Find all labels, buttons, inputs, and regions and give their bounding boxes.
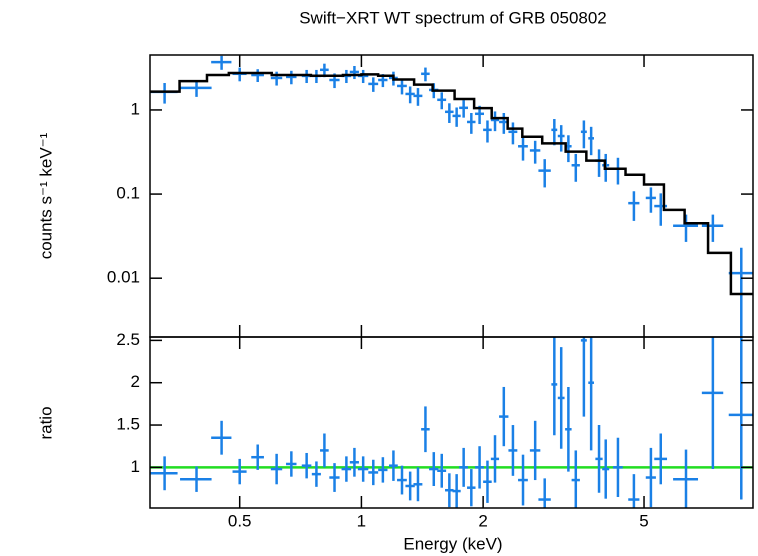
x-tick-label: 5 <box>639 511 648 530</box>
y-tick-label: 2 <box>131 372 140 391</box>
x-axis-label: Energy (keV) <box>403 534 502 553</box>
y-tick-label: 2.5 <box>116 330 140 349</box>
top-plot <box>150 55 753 337</box>
y-tick-label: 1 <box>131 99 140 118</box>
x-tick-label: 2 <box>478 511 487 530</box>
y-tick-label: 1 <box>131 457 140 476</box>
x-tick-label: 0.5 <box>228 511 252 530</box>
bottom-plot <box>150 337 753 508</box>
y-axis-label: counts s⁻¹ keV⁻¹ <box>36 132 55 259</box>
y-axis-label: ratio <box>36 406 55 439</box>
bottom-frame <box>149 336 754 509</box>
model-step <box>150 71 753 296</box>
chart-title: Swift−XRT WT spectrum of GRB 050802 <box>299 8 607 27</box>
y-tick-label: 0.01 <box>107 268 140 287</box>
x-tick-label: 1 <box>357 511 366 530</box>
y-tick-label: 1.5 <box>116 415 140 434</box>
y-tick-label: 0.1 <box>116 184 140 203</box>
top-frame <box>149 54 754 338</box>
axes: 0.5 1 2 5 1 0.1 0.01 1 1.5 2 2.5 <box>107 55 753 530</box>
